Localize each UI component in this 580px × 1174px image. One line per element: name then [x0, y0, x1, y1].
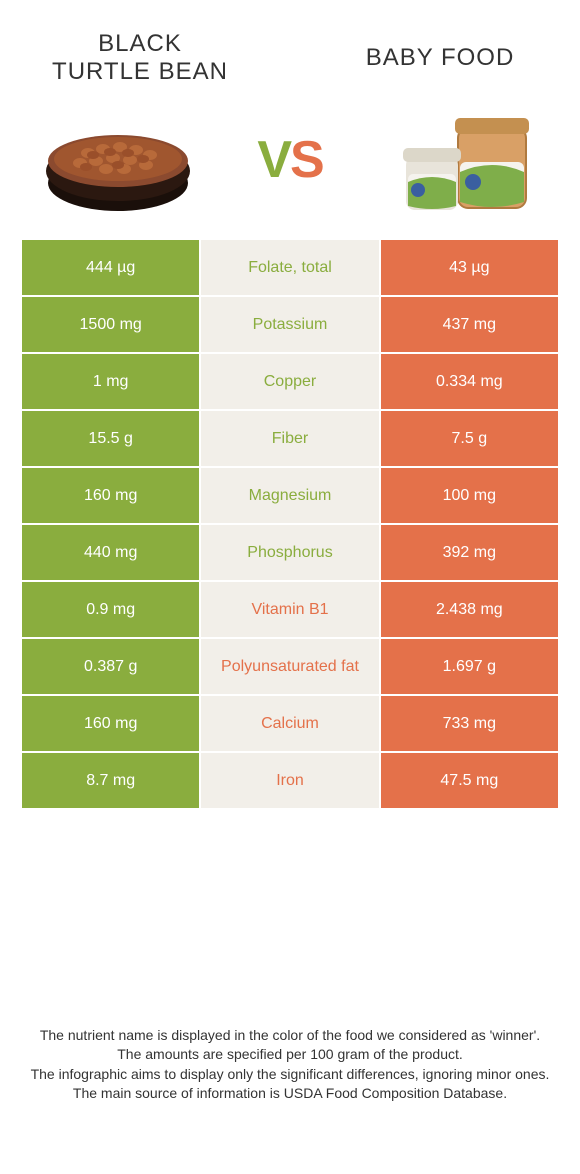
footer-line-3: The infographic aims to display only the… [30, 1065, 550, 1085]
right-title-line1: Baby food [366, 44, 515, 71]
table-row: 160 mgCalcium733 mg [22, 696, 558, 751]
table-row: 15.5 gFiber7.5 g [22, 411, 558, 466]
footer-line-1: The nutrient name is displayed in the co… [30, 1026, 550, 1046]
right-food-title: Baby food [340, 44, 540, 72]
left-food-title: Black turtle bean [40, 30, 240, 85]
footer-line-2: The amounts are specified per 100 gram o… [30, 1045, 550, 1065]
header-titles: Black turtle bean Baby food [0, 0, 580, 95]
nutrient-label: Polyunsaturated fat [201, 639, 378, 694]
footer-line-4: The main source of information is USDA F… [30, 1084, 550, 1104]
table-row: 0.9 mgVitamin B12.438 mg [22, 582, 558, 637]
table-row: 1500 mgPotassium437 mg [22, 297, 558, 352]
left-value: 8.7 mg [22, 753, 199, 808]
table-row: 8.7 mgIron47.5 mg [22, 753, 558, 808]
nutrient-label: Magnesium [201, 468, 378, 523]
left-value: 1 mg [22, 354, 199, 409]
table-row: 444 µgFolate, total43 µg [22, 240, 558, 295]
right-value: 392 mg [381, 525, 558, 580]
vs-s: S [290, 131, 323, 189]
nutrient-label: Phosphorus [201, 525, 378, 580]
nutrient-label: Vitamin B1 [201, 582, 378, 637]
right-food-image [380, 100, 545, 220]
right-value: 1.697 g [381, 639, 558, 694]
table-row: 440 mgPhosphorus392 mg [22, 525, 558, 580]
right-value: 0.334 mg [381, 354, 558, 409]
nutrient-label: Iron [201, 753, 378, 808]
left-value: 440 mg [22, 525, 199, 580]
right-value: 2.438 mg [381, 582, 558, 637]
nutrient-label: Potassium [201, 297, 378, 352]
left-value: 160 mg [22, 468, 199, 523]
table-row: 160 mgMagnesium100 mg [22, 468, 558, 523]
right-value: 733 mg [381, 696, 558, 751]
left-food-image [35, 100, 200, 220]
nutrient-label: Calcium [201, 696, 378, 751]
nutrient-label: Copper [201, 354, 378, 409]
nutrient-label: Folate, total [201, 240, 378, 295]
left-value: 0.9 mg [22, 582, 199, 637]
right-value: 100 mg [381, 468, 558, 523]
vs-label: VS [257, 130, 322, 190]
right-value: 47.5 mg [381, 753, 558, 808]
images-row: VS [0, 95, 580, 240]
left-value: 444 µg [22, 240, 199, 295]
nutrient-label: Fiber [201, 411, 378, 466]
left-value: 0.387 g [22, 639, 199, 694]
table-row: 1 mgCopper0.334 mg [22, 354, 558, 409]
right-value: 437 mg [381, 297, 558, 352]
right-value: 43 µg [381, 240, 558, 295]
right-value: 7.5 g [381, 411, 558, 466]
footer-notes: The nutrient name is displayed in the co… [30, 1026, 550, 1104]
table-row: 0.387 gPolyunsaturated fat1.697 g [22, 639, 558, 694]
left-value: 1500 mg [22, 297, 199, 352]
left-value: 15.5 g [22, 411, 199, 466]
left-title-line1: Black [98, 30, 182, 57]
left-title-line2: turtle bean [52, 58, 228, 85]
left-value: 160 mg [22, 696, 199, 751]
comparison-table: 444 µgFolate, total43 µg1500 mgPotassium… [22, 240, 558, 808]
vs-v: V [257, 131, 290, 189]
